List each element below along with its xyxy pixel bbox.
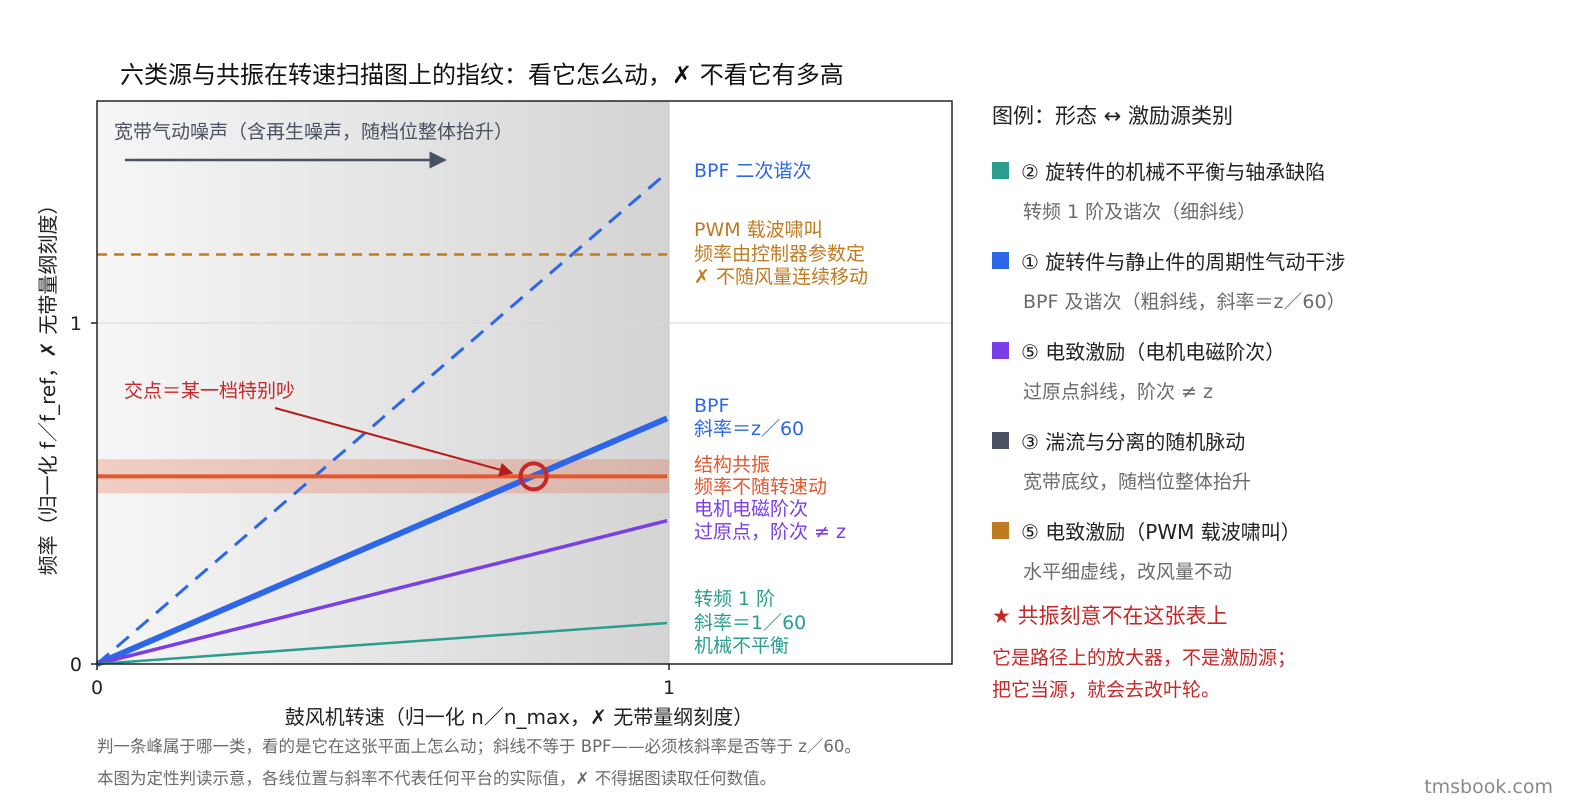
label-pwm-3: ✗ 不随风量连续移动 — [694, 266, 868, 288]
legend-item: ⑤ 电致激励（PWM 载波啸叫） 水平细虚线，改风量不动 — [992, 516, 1562, 584]
legend-label: ② 旋转件的机械不平衡与轴承缺陷 — [1021, 160, 1326, 184]
x-tick-label-0: 0 — [91, 677, 103, 699]
legend-swatch — [992, 342, 1009, 359]
plot-frame — [96, 100, 953, 665]
legend-sub: 转频 1 阶及谐次（细斜线） — [1023, 201, 1257, 223]
footnote-1: 判一条峰属于哪一类，看的是它在这张平面上怎么动；斜线不等于 BPF——必须核斜率… — [97, 737, 861, 756]
legend-item: ⑤ 电致激励（电机电磁阶次） 过原点斜线，阶次 ≠ z — [992, 336, 1562, 404]
crossing-marker — [518, 461, 549, 492]
legend-label: ⑤ 电致激励（电机电磁阶次） — [1021, 340, 1286, 364]
legend-sub: 过原点斜线，阶次 ≠ z — [1023, 381, 1213, 403]
label-resonance-2: 频率不随转速动 — [694, 476, 827, 498]
label-rotor-1: 转频 1 阶 — [694, 588, 775, 610]
axes: 0 1 0 1 鼓风机转速（归一化 n／n_max，✗ 无带量纲刻度） 频率（归… — [36, 195, 753, 729]
y-axis-label: 频率（归一化 f／f_ref，✗ 无带量纲刻度） — [36, 195, 60, 576]
legend-sub: 水平细虚线，改风量不动 — [1023, 561, 1233, 583]
label-bpf-1: BPF — [694, 395, 729, 417]
legend-item: ② 旋转件的机械不平衡与轴承缺陷 转频 1 阶及谐次（细斜线） — [992, 156, 1562, 224]
broadband-label: 宽带气动噪声（含再生噪声，随档位整体抬升） — [114, 121, 513, 143]
legend-item: ① 旋转件与静止件的周期性气动干涉 BPF 及谐次（粗斜线，斜率＝z／60） — [992, 246, 1562, 314]
x-tick-label-1: 1 — [663, 677, 675, 699]
legend-sub: BPF 及谐次（粗斜线，斜率＝z／60） — [1023, 291, 1346, 313]
label-rotor-3: 机械不平衡 — [694, 635, 789, 657]
label-bpf-2: 斜率＝z／60 — [694, 418, 804, 440]
footnote-2: 本图为定性判读示意，各线位置与斜率不代表任何平台的实际值，✗ 不得据图读取任何数… — [97, 769, 777, 788]
label-bpf2: BPF 二次谐次 — [694, 160, 811, 182]
series-bpf-line — [95, 415, 669, 667]
label-resonance-1: 结构共振 — [694, 454, 770, 476]
legend-note-line: 把它当源，就会去改叶轮。 — [992, 679, 1221, 701]
label-motor-1: 电机电磁阶次 — [694, 498, 808, 520]
legend-title: 图例：形态 ↔ 激励源类别 — [992, 104, 1233, 128]
label-motor-2: 过原点，阶次 ≠ z — [694, 521, 846, 543]
legend-swatch — [992, 432, 1009, 449]
label-rotor-2: 斜率＝1／60 — [694, 612, 806, 634]
crossing-arrow — [274, 407, 514, 477]
legend-note: 它是路径上的放大器，不是激励源； 把它当源，就会去改叶轮。 — [992, 642, 1562, 706]
x-axis-label: 鼓风机转速（归一化 n／n_max，✗ 无带量纲刻度） — [285, 705, 753, 729]
chart-title: 六类源与共振在转速扫描图上的指纹：看它怎么动，✗ 不看它有多高 — [120, 61, 844, 89]
watermark: tmsbook.com — [1424, 776, 1553, 798]
legend-label: ⑤ 电致激励（PWM 载波啸叫） — [1021, 520, 1301, 544]
label-pwm-1: PWM 载波啸叫 — [694, 219, 823, 241]
series-rotor-line — [96, 621, 668, 666]
series-bpf2-line — [96, 171, 668, 666]
legend-note-line: 它是路径上的放大器，不是激励源； — [992, 647, 1297, 669]
legend-label: ③ 湍流与分离的随机脉动 — [1021, 430, 1246, 454]
series-labels: BPF 二次谐次 PWM 载波啸叫 频率由控制器参数定 ✗ 不随风量连续移动 B… — [694, 160, 868, 657]
legend-star-note: ★ 共振刻意不在这张表上 — [992, 604, 1228, 628]
series-motor-line — [96, 518, 668, 666]
label-pwm-2: 频率由控制器参数定 — [694, 243, 865, 265]
legend: 图例：形态 ↔ 激励源类别 ② 旋转件的机械不平衡与轴承缺陷 转频 1 阶及谐次… — [992, 100, 1562, 706]
legend-item: ③ 湍流与分离的随机脉动 宽带底纹，随档位整体抬升 — [992, 426, 1562, 494]
y-tick-label-0: 0 — [70, 654, 82, 676]
legend-swatch — [992, 162, 1009, 179]
legend-label: ① 旋转件与静止件的周期性气动干涉 — [1021, 250, 1346, 274]
crossing-label: 交点＝某一档特别吵 — [124, 380, 295, 402]
legend-swatch — [992, 522, 1009, 539]
broadband-region — [97, 101, 669, 664]
plot-area: 宽带气动噪声（含再生噪声，随档位整体抬升） 交点＝某一档特别吵 — [95, 100, 953, 667]
legend-sub: 宽带底纹，随档位整体抬升 — [1023, 471, 1252, 493]
legend-swatch — [992, 252, 1009, 269]
y-tick-label-1: 1 — [70, 313, 82, 335]
